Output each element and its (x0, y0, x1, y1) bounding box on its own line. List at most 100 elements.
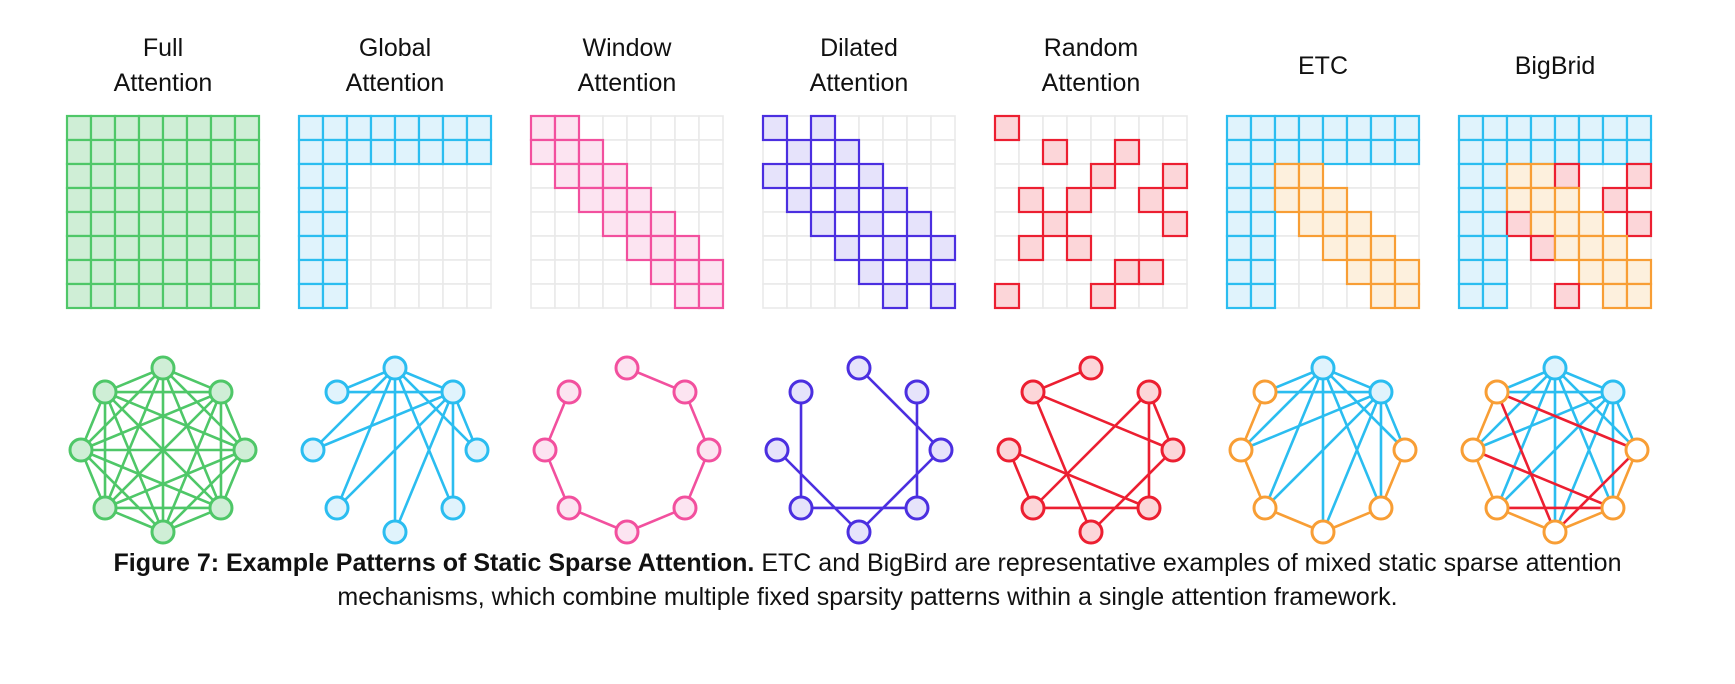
grid-cell-cyan (1225, 234, 1253, 262)
grid-cell-empty (698, 163, 724, 189)
grid-full-attention (65, 114, 261, 310)
grid-cell-empty (1090, 211, 1116, 237)
panel-title-window-attention: Window (583, 34, 673, 62)
grid-cell-orange (1297, 162, 1325, 190)
grid-cell-empty (530, 163, 556, 189)
graph-node-bigbrid (1624, 437, 1650, 463)
grid-cell-empty (1042, 115, 1068, 141)
graph-node-dilated-attention (904, 495, 930, 521)
grid-cell-green (137, 138, 165, 166)
graph-node-window-attention (672, 495, 698, 521)
grid-cell-green (137, 114, 165, 142)
grid-cell-empty (1090, 235, 1116, 261)
grid-cell-green (137, 210, 165, 238)
grid-cell-orange (1393, 282, 1421, 310)
grid-cell-empty (882, 163, 908, 189)
grid-cell-cyan (1625, 138, 1653, 166)
grid-cell-empty (346, 283, 372, 309)
grid-cell-green (113, 114, 141, 142)
grid-cell-pink (553, 138, 581, 166)
grid-cell-empty (530, 235, 556, 261)
grid-cell-orange (1369, 234, 1397, 262)
grid-cell-cyan (417, 138, 445, 166)
graph-node-bigbrid (1542, 519, 1568, 545)
grid-cell-empty (1114, 115, 1140, 141)
grid-cell-empty (554, 283, 580, 309)
grid-cell-empty (1114, 211, 1140, 237)
grid-cell-pink (673, 282, 701, 310)
grid-cell-empty (834, 259, 860, 285)
grid-cell-empty (1394, 235, 1420, 261)
graph-node-window-attention (532, 437, 558, 463)
grid-cell-cyan (1529, 114, 1557, 142)
grid-cell-empty (1162, 187, 1188, 213)
grid-cell-orange (1601, 234, 1629, 262)
grid-cell-empty (1626, 235, 1652, 261)
grid-cell-empty (1578, 163, 1604, 189)
grid-cell-empty (1138, 211, 1164, 237)
grid-cell-cyan (345, 138, 373, 166)
graph-node-window-attention (696, 437, 722, 463)
grid-cell-empty (1274, 211, 1300, 237)
grid-cell-green (161, 258, 189, 286)
panel-bigbrid: BigBrid (1457, 52, 1653, 545)
grid-cell-cyan (1481, 258, 1509, 286)
grid-cell-empty (810, 187, 836, 213)
grid-cell-empty (650, 187, 676, 213)
grid-cell-indigo (761, 162, 789, 190)
grid-cell-empty (394, 283, 420, 309)
grid-cell-orange (1297, 186, 1325, 214)
grid-cell-empty (1114, 283, 1140, 309)
grid-cell-red (1625, 162, 1653, 190)
grid-cell-empty (418, 211, 444, 237)
grid-cell-empty (418, 283, 444, 309)
grid-cell-empty (1138, 283, 1164, 309)
caption-bold-label: Figure 7: Example Patterns of Static Spa… (113, 549, 755, 577)
graph-node-random-attention (1136, 495, 1162, 521)
grid-cell-empty (1162, 259, 1188, 285)
grid-cell-empty (1090, 187, 1116, 213)
grid-cell-green (113, 282, 141, 310)
grid-cell-indigo (809, 210, 837, 238)
grid-cell-empty (930, 211, 956, 237)
graph-node-global-attention (382, 519, 408, 545)
grid-cell-empty (346, 211, 372, 237)
grid-cell-indigo (929, 282, 957, 310)
grid-cell-green (209, 210, 237, 238)
grid-cell-cyan (441, 138, 469, 166)
grid-cell-green (89, 282, 117, 310)
grid-cell-red (1553, 282, 1581, 310)
graph-full-attention (68, 355, 258, 545)
panel-title-random-attention: Attention (1042, 69, 1141, 97)
grid-cell-empty (530, 259, 556, 285)
grid-cell-indigo (833, 138, 861, 166)
grid-cell-empty (674, 139, 700, 165)
grid-cell-empty (466, 187, 492, 213)
grid-cell-empty (626, 139, 652, 165)
grid-cell-green (113, 210, 141, 238)
grid-cell-empty (530, 211, 556, 237)
grid-cell-cyan (1457, 258, 1485, 286)
grid-cell-pink (553, 162, 581, 190)
grid-cell-empty (1042, 283, 1068, 309)
grid-cell-empty (1274, 283, 1300, 309)
grid-cell-orange (1529, 210, 1557, 238)
grid-cell-cyan (1481, 114, 1509, 142)
grid-cell-empty (994, 235, 1020, 261)
grid-cell-cyan (1553, 138, 1581, 166)
grid-cell-empty (906, 163, 932, 189)
grid-cell-red (1601, 186, 1629, 214)
graph-node-dilated-attention (788, 379, 814, 405)
grid-cell-empty (578, 211, 604, 237)
grid-cell-cyan (297, 258, 325, 286)
graph-node-full-attention (232, 437, 258, 463)
grid-cell-cyan (465, 114, 493, 142)
grid-cell-cyan (1345, 114, 1373, 142)
grid-cell-empty (786, 163, 812, 189)
grid-dilated-attention (761, 114, 957, 310)
grid-cell-empty (834, 283, 860, 309)
grid-cell-empty (698, 139, 724, 165)
grid-cell-empty (578, 235, 604, 261)
grid-cell-empty (834, 163, 860, 189)
grid-cell-empty (1114, 235, 1140, 261)
